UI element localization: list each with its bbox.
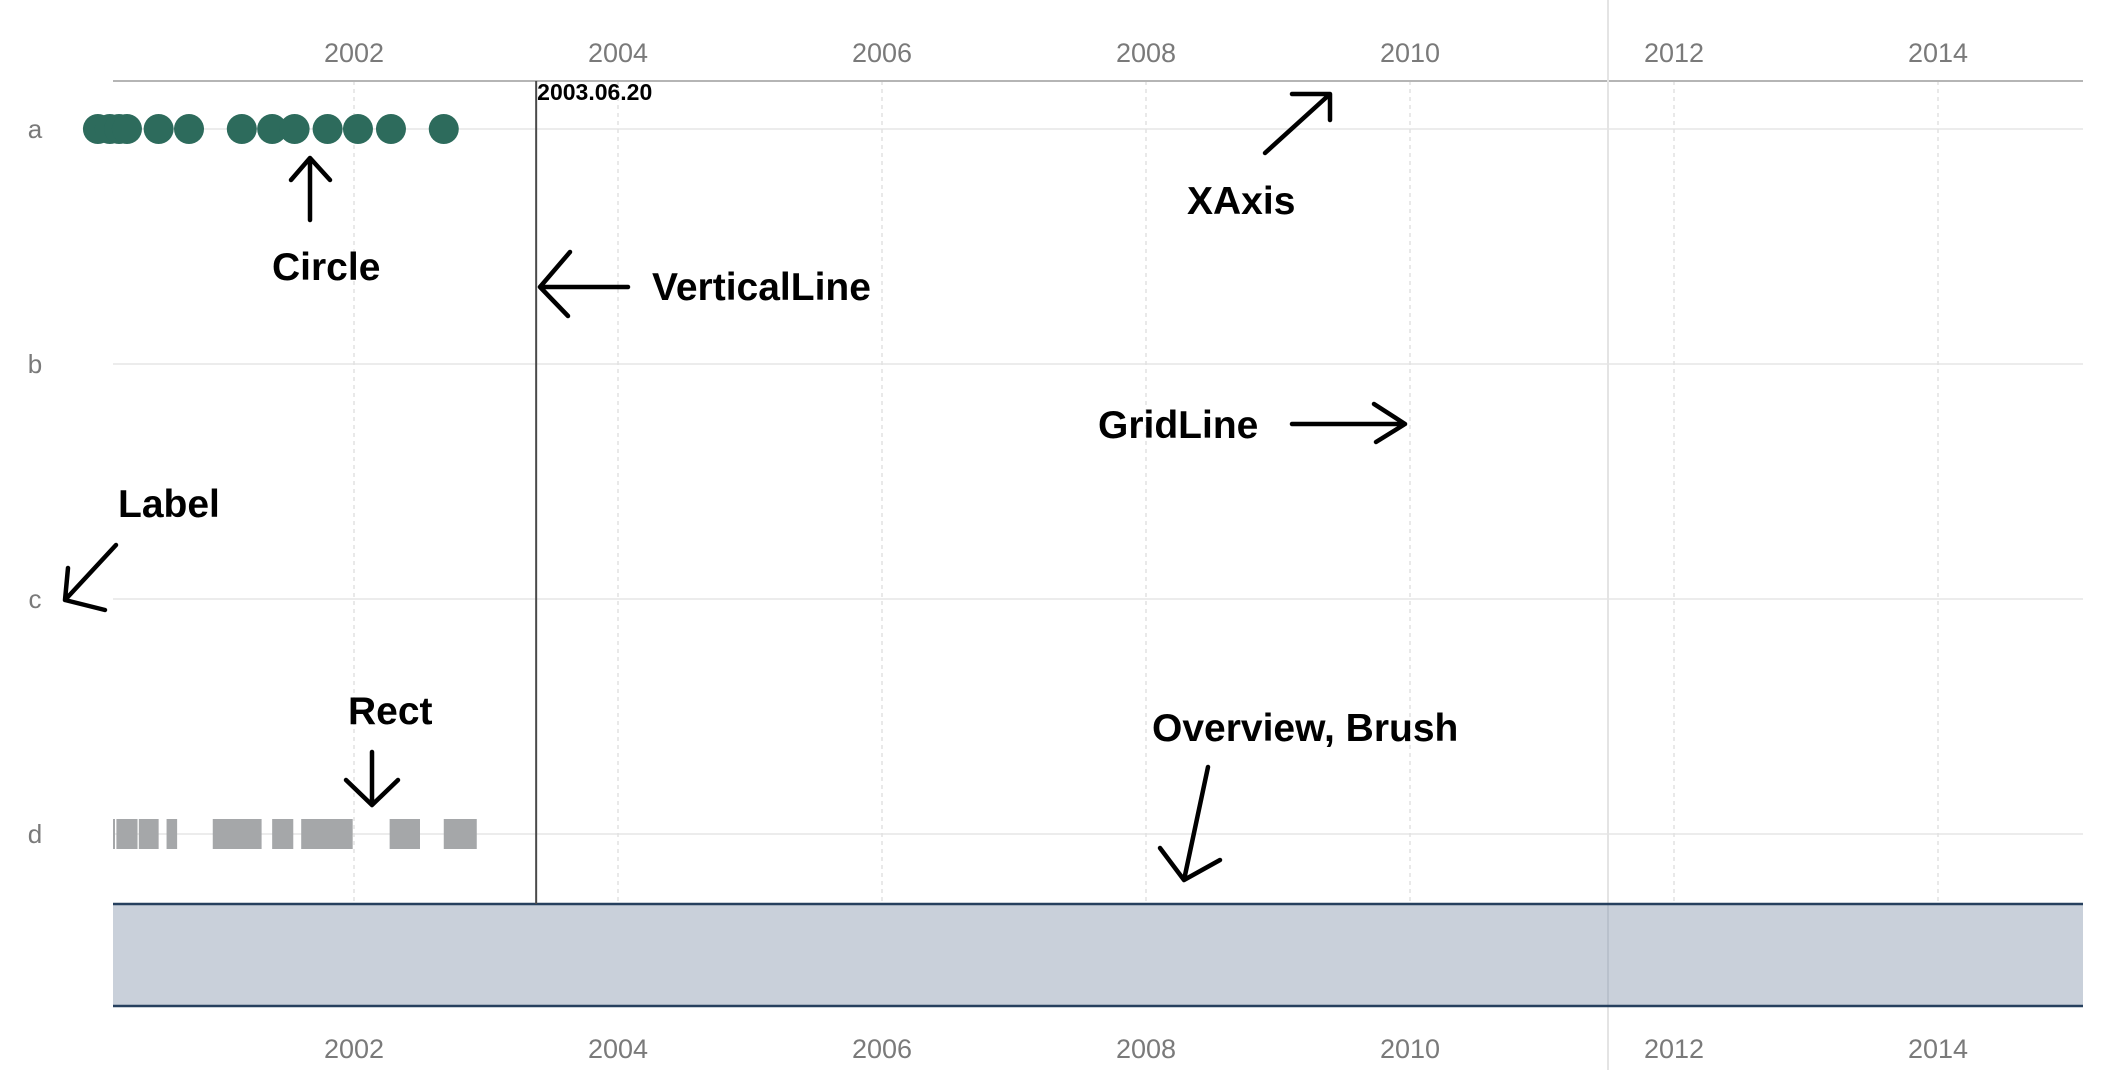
circle-mark-8: [279, 114, 310, 144]
circle-series: [82, 114, 459, 144]
arrow-down-left-icon: [62, 542, 119, 613]
circle-mark-12: [428, 114, 459, 144]
row-label-a: a: [28, 114, 43, 144]
x-tick-label-top-2010: 2010: [1380, 38, 1440, 68]
x-tick-label-bottom-2008: 2008: [1116, 1034, 1176, 1064]
rect-mark-4: [212, 819, 262, 849]
rect-mark-0: [113, 819, 115, 849]
grid-lines: [113, 81, 2083, 904]
overview-brush[interactable]: [113, 902, 2083, 1008]
arrow-up-icon: [288, 155, 333, 223]
x-tick-label-top-2004: 2004: [588, 38, 648, 68]
circle-mark-10: [342, 114, 373, 144]
x-tick-label-bottom-2010: 2010: [1380, 1034, 1440, 1064]
circle-mark-7: [257, 114, 288, 144]
circle-mark-3: [111, 114, 142, 144]
annotation-verticalline-text: VerticalLine: [652, 266, 871, 309]
arrow-down-icon: [343, 749, 401, 808]
rect-mark-2: [138, 819, 159, 849]
row-label-b: b: [28, 349, 42, 379]
rect-series: [113, 819, 477, 849]
annotation-xaxis-text: XAxis: [1187, 180, 1295, 223]
annotation-verticalline: VerticalLine: [537, 249, 871, 319]
annotation-label-text: Label: [118, 483, 220, 526]
annotation-overview-text: Overview, Brush: [1152, 707, 1458, 750]
x-tick-label-top-2008: 2008: [1116, 38, 1176, 68]
circle-mark-5: [174, 114, 204, 144]
vertical-line-label: 2003.06.20: [537, 79, 652, 105]
row-labels: a b c d: [28, 114, 43, 849]
annotation-circle: Circle: [272, 155, 380, 289]
arrow-down-icon: [1157, 764, 1223, 883]
circle-mark-9: [312, 114, 343, 144]
x-tick-label-top-2012: 2012: [1644, 38, 1704, 68]
x-tick-label-top-2002: 2002: [324, 38, 384, 68]
annotation-xaxis: XAxis: [1187, 91, 1333, 223]
x-axis-bottom: 2002 2004 2006 2008 2010 2012 2014: [324, 1034, 1968, 1064]
x-tick-label-top-2014: 2014: [1908, 38, 1968, 68]
rect-mark-3: [166, 819, 178, 849]
rect-mark-8: [443, 819, 477, 849]
annotation-gridline: GridLine: [1098, 401, 1408, 447]
circle-mark-4: [143, 114, 174, 144]
annotation-circle-text: Circle: [272, 246, 380, 289]
annotation-label: Label: [62, 483, 220, 613]
arrow-up-right-icon: [1262, 91, 1333, 156]
x-tick-label-bottom-2004: 2004: [588, 1034, 648, 1064]
annotation-overview: Overview, Brush: [1152, 707, 1458, 883]
annotation-gridline-text: GridLine: [1098, 404, 1258, 447]
rect-mark-7: [389, 819, 420, 849]
overview-area: [113, 904, 2083, 1006]
x-tick-label-bottom-2002: 2002: [324, 1034, 384, 1064]
rect-mark-5: [272, 819, 294, 849]
annotation-rect-text: Rect: [348, 690, 433, 733]
x-tick-label-bottom-2006: 2006: [852, 1034, 912, 1064]
rect-mark-1: [116, 819, 138, 849]
arrow-right-icon: [1289, 401, 1408, 445]
x-tick-label-bottom-2014: 2014: [1908, 1034, 1968, 1064]
x-axis-top: 2002 2004 2006 2008 2010 2012 2014: [324, 38, 1968, 68]
row-label-c: c: [29, 584, 42, 614]
rect-mark-6: [301, 819, 353, 849]
row-label-d: d: [28, 819, 42, 849]
arrow-left-icon: [537, 249, 631, 319]
circle-mark-6: [226, 114, 257, 144]
x-tick-label-top-2006: 2006: [852, 38, 912, 68]
annotation-rect: Rect: [343, 690, 433, 808]
circle-mark-11: [375, 114, 406, 144]
vertical-line[interactable]: 2003.06.20: [535, 79, 652, 904]
x-tick-label-bottom-2012: 2012: [1644, 1034, 1704, 1064]
